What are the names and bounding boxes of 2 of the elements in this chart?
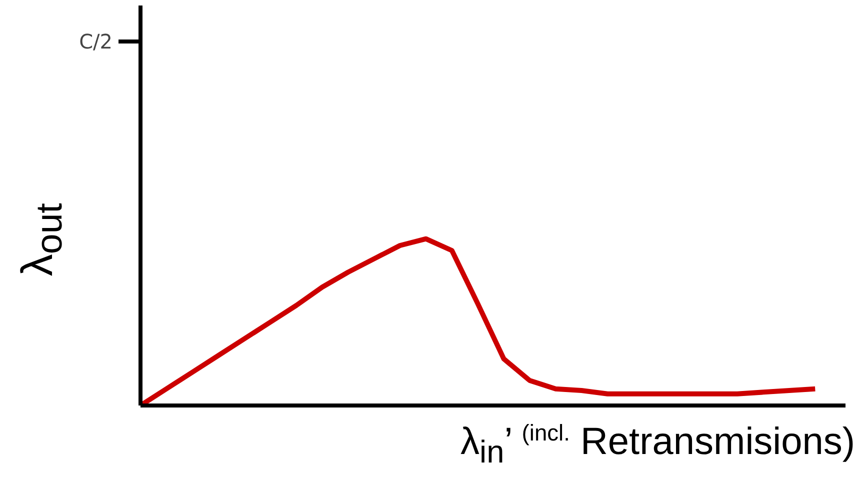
x-axis-title: λ$_{in}$’ $^{(incl.}$ Retransmisions) <box>460 418 855 472</box>
text: C/2 <box>79 30 113 54</box>
